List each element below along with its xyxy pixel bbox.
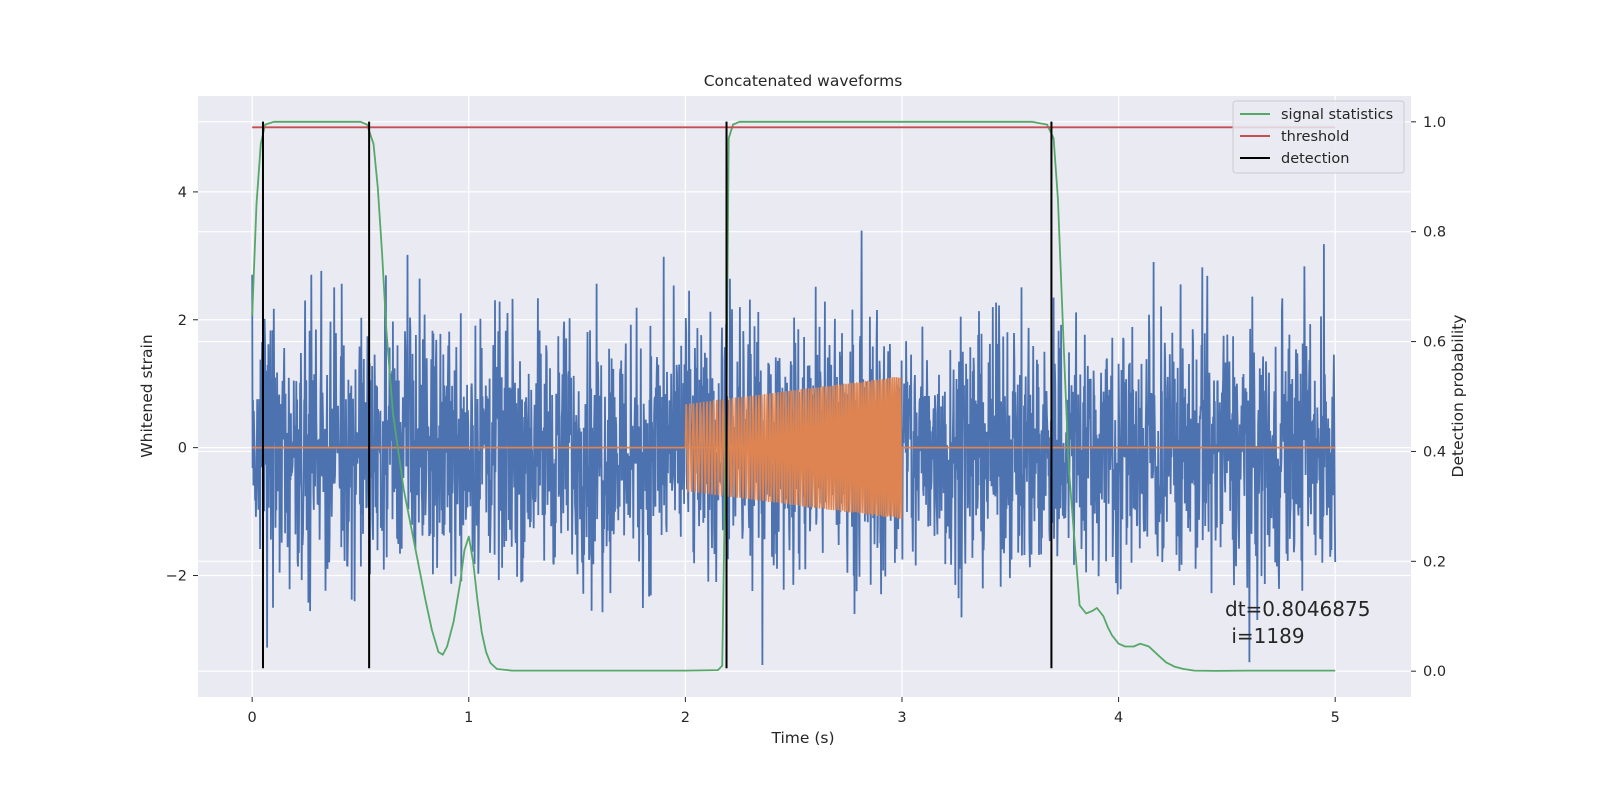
detection-series (261, 121, 1053, 669)
y2-tick-label: 0.4 (1423, 444, 1446, 460)
y-tick-label: 2 (178, 313, 187, 329)
y-tick-label: 0 (178, 441, 187, 457)
y2-tick-label: 0.0 (1423, 664, 1446, 680)
signal-statistics-line (251, 120, 1336, 672)
x-tick-label: 4 (1114, 710, 1123, 726)
noise-line (251, 230, 1337, 666)
legend-label-detection: detection (1281, 151, 1349, 167)
y-tick-label: −2 (166, 569, 187, 585)
y-axis-ticks: −2 0 2 4 (166, 185, 198, 585)
y2-axis-label: Detection probability (1449, 315, 1467, 478)
x-tick-label: 2 (681, 710, 690, 726)
legend-label-threshold: threshold (1281, 129, 1349, 145)
y-axis-label: Whitened strain (138, 334, 156, 457)
y2-tick-label: 0.6 (1423, 335, 1446, 351)
x-tick-label: 5 (1331, 710, 1340, 726)
x-tick-label: 1 (464, 710, 473, 726)
chart-title: Concatenated waveforms (704, 72, 903, 90)
noise-series (251, 230, 1337, 666)
annotation-index: i=1189 (1225, 624, 1305, 648)
chirp-series (252, 377, 1336, 519)
annotation-dt: dt=0.8046875 (1225, 597, 1370, 621)
y2-tick-label: 0.2 (1423, 554, 1446, 570)
legend: signal statistics threshold detection (1232, 100, 1405, 174)
legend-box (1232, 100, 1405, 174)
y2-tick-label: 1.0 (1423, 115, 1446, 131)
y2-axis-ticks: 0.0 0.2 0.4 0.6 0.8 1.0 (1411, 115, 1446, 680)
y2-tick-label: 0.8 (1423, 225, 1446, 241)
legend-label-signal-statistics: signal statistics (1281, 107, 1393, 123)
y-tick-label: 4 (178, 185, 187, 201)
x-tick-label: 0 (248, 710, 257, 726)
chirp-line (684, 377, 903, 519)
x-axis-label: Time (s) (770, 729, 834, 747)
x-axis-ticks: 0 1 2 3 4 5 (248, 697, 1340, 726)
x-tick-label: 3 (897, 710, 906, 726)
signal-statistics-series (251, 120, 1336, 672)
